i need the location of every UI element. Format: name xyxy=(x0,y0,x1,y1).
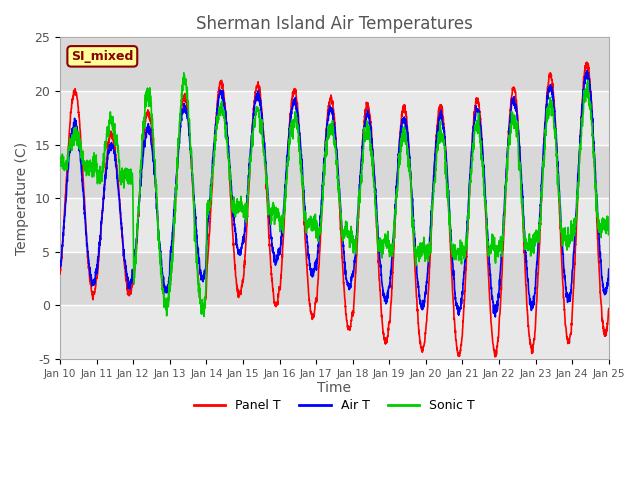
Sonic T xyxy=(180,70,188,76)
Bar xyxy=(60,305,609,359)
Air T xyxy=(605,266,612,272)
Panel T xyxy=(595,252,602,258)
Panel T xyxy=(291,91,298,97)
Line: Panel T: Panel T xyxy=(60,62,609,357)
Sonic T xyxy=(56,159,64,165)
Sonic T xyxy=(605,226,612,231)
Panel T xyxy=(583,60,591,65)
Air T xyxy=(583,68,591,73)
Panel T xyxy=(267,258,275,264)
Panel T xyxy=(492,354,499,360)
Sonic T xyxy=(595,222,602,228)
Panel T xyxy=(535,252,543,258)
Sonic T xyxy=(152,172,159,178)
Panel T xyxy=(605,306,612,312)
Sonic T xyxy=(267,222,275,228)
Y-axis label: Temperature (C): Temperature (C) xyxy=(15,142,29,255)
Bar xyxy=(60,144,609,198)
Air T xyxy=(291,99,298,105)
Panel T xyxy=(119,240,127,246)
Bar xyxy=(60,198,609,252)
X-axis label: Time: Time xyxy=(317,382,351,396)
Legend: Panel T, Air T, Sonic T: Panel T, Air T, Sonic T xyxy=(189,394,480,417)
Air T xyxy=(56,264,64,270)
Title: Sherman Island Air Temperatures: Sherman Island Air Temperatures xyxy=(196,15,473,33)
Air T xyxy=(595,223,602,228)
Sonic T xyxy=(291,120,298,125)
Panel T xyxy=(152,179,159,184)
Panel T xyxy=(56,271,64,277)
Bar xyxy=(60,37,609,91)
Air T xyxy=(492,314,499,320)
Line: Sonic T: Sonic T xyxy=(60,73,609,316)
Air T xyxy=(267,228,275,234)
Air T xyxy=(152,180,159,186)
Sonic T xyxy=(536,238,543,243)
Bar xyxy=(60,91,609,144)
Text: SI_mixed: SI_mixed xyxy=(71,50,134,63)
Air T xyxy=(535,228,543,234)
Air T xyxy=(119,237,127,242)
Bar xyxy=(60,252,609,305)
Line: Air T: Air T xyxy=(60,71,609,317)
Sonic T xyxy=(200,313,208,319)
Sonic T xyxy=(119,174,127,180)
